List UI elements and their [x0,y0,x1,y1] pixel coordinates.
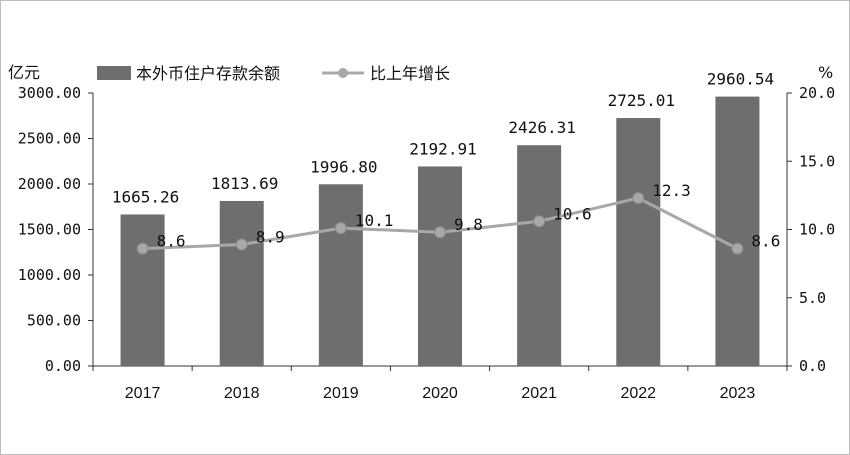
legend-bar-swatch [97,66,131,80]
x-axis-category-label: 2020 [422,385,458,402]
bar-label-2017: 1665.26 [112,187,179,206]
left-axis-tick-label: 500.00 [27,312,81,330]
line-series [136,192,744,255]
x-axis-category-label: 2019 [323,385,359,402]
growth-label-2021: 10.6 [553,204,592,223]
bar-2020 [418,166,462,366]
growth-point-2017 [136,242,149,255]
bar-2022 [616,118,661,366]
left-axis-tick-label: 0.00 [45,357,81,375]
growth-label-2022: 12.3 [652,181,691,200]
growth-label-2023: 8.6 [751,232,780,251]
left-axis-unit: 亿元 [8,63,40,82]
x-axis-category-label: 2017 [125,385,161,402]
x-axis-category-label: 2022 [620,385,656,402]
growth-label-2020: 9.8 [454,215,483,234]
x-axis-category-label: 2023 [720,385,756,402]
bar-2019 [318,184,363,366]
legend-bar-label: 本外币住户存款余额 [136,64,280,83]
growth-point-2020 [434,226,446,239]
growth-point-2022 [632,192,645,205]
bar-label-2020: 2192.91 [409,139,476,158]
legend: 本外币住户存款余额 比上年增长 [97,64,450,83]
bar-label-2022: 2725.01 [608,91,675,110]
growth-label-2017: 8.6 [157,232,186,251]
growth-label-2018: 8.9 [256,228,285,247]
bar-2021 [517,145,562,366]
growth-point-2019 [334,222,347,235]
left-axis-tick-label: 1500.00 [18,221,81,239]
right-axis-unit: % [818,63,833,82]
bar-label-2023: 2960.54 [707,70,774,89]
x-axis-category-label: 2018 [224,385,260,402]
left-axis-tick-label: 2500.00 [18,130,81,148]
right-axis-tick-label: 15.0 [799,152,835,170]
growth-point-2021 [533,215,546,228]
left-axis-tick-label: 3000.00 [18,84,81,102]
bar-series [120,96,760,367]
axes: 0.00 500.00 1000.00 1500.00 2000.00 2500.00 30… [18,84,835,402]
left-axis-tick-label: 2000.00 [18,175,81,193]
right-axis-tick-label: 10.0 [799,221,835,239]
growth-label-2019: 10.1 [355,211,394,230]
line-data-labels: 8.6 8.9 10.1 9.8 10.6 12.3 8.6 [157,181,781,251]
growth-point-2018 [235,238,248,251]
bar-label-2018: 1813.69 [211,174,278,193]
bar-2017 [120,214,165,366]
bar-label-2021: 2426.31 [508,118,575,137]
bar-2023 [715,96,760,367]
bar-data-labels: 1665.26 1813.69 1996.80 2192.91 2426.31 2725.… [112,70,774,207]
legend-line-marker [338,68,348,78]
x-axis-category-label: 2021 [521,385,557,402]
bar-2018 [219,200,264,366]
right-axis-tick-label: 20.0 [799,84,835,102]
legend-line-label: 比上年增长 [370,64,450,83]
bar-label-2019: 1996.80 [310,157,377,176]
right-axis-tick-label: 0.0 [799,357,826,375]
right-axis-tick-label: 5.0 [799,289,826,307]
growth-point-2023 [731,242,744,255]
left-axis-tick-label: 1000.00 [18,266,81,284]
